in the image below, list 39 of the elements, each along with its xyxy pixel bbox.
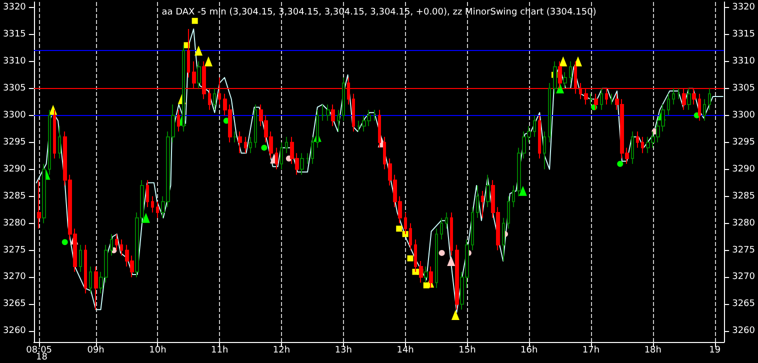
y2-tick-label: 3300 bbox=[732, 110, 756, 120]
y-tick-label: 3290 bbox=[3, 164, 26, 174]
y-tick-label: 3275 bbox=[3, 245, 26, 256]
y-tick-label: 3265 bbox=[3, 299, 26, 310]
text: aa DAX -5 min (3,304.15, 3,304.15, 3,304.15, 3,304.15, +0.00), zz MinorSwing chart (3304.150) bbox=[162, 8, 596, 18]
x-tick-label: 14h bbox=[396, 346, 414, 356]
y2-tick-label: 3315 bbox=[732, 29, 755, 40]
y2-tick-label: 3260 bbox=[732, 326, 756, 336]
x-tick-label: 10h bbox=[149, 346, 166, 356]
y2-tick-label: 3270 bbox=[732, 272, 756, 282]
x-tick-label: 11h bbox=[211, 346, 228, 356]
y-tick-label: 3320 bbox=[3, 2, 26, 12]
y-tick-label: 3285 bbox=[3, 191, 26, 202]
y-tick-label: 3300 bbox=[3, 110, 26, 120]
y-tick-label: 3260 bbox=[3, 326, 26, 336]
y2-tick-label: 3320 bbox=[732, 2, 756, 12]
x-tick-label: 13h bbox=[334, 346, 352, 356]
y2-tick-label: 3265 bbox=[732, 299, 755, 310]
x-tick-label: 12h bbox=[272, 346, 290, 356]
y-tick-label: 3315 bbox=[3, 29, 26, 40]
y-tick-label: 3305 bbox=[3, 83, 26, 94]
y-tick-label: 3295 bbox=[3, 137, 26, 148]
x-tick-label: 19 bbox=[709, 346, 721, 356]
text: 18 bbox=[36, 352, 48, 362]
y2-tick-label: 3295 bbox=[732, 137, 755, 148]
y2-tick-label: 3275 bbox=[732, 245, 755, 256]
x-tick-label: 17h bbox=[582, 346, 600, 356]
x-tick-label: 15h bbox=[458, 346, 476, 356]
y2-tick-label: 3280 bbox=[732, 218, 756, 228]
x-tick-label: 18h bbox=[644, 346, 662, 356]
y-tick-label: 3310 bbox=[3, 56, 26, 66]
y2-tick-label: 3305 bbox=[732, 83, 755, 94]
y2-tick-label: 3310 bbox=[732, 56, 756, 66]
y2-tick-label: 3290 bbox=[732, 164, 756, 174]
y-tick-label: 3270 bbox=[3, 272, 26, 282]
y-tick-label: 3280 bbox=[3, 218, 26, 228]
y2-tick-label: 3285 bbox=[732, 191, 755, 202]
x-tick-label: 16h bbox=[520, 346, 538, 356]
x-tick-label: 09h bbox=[87, 346, 104, 356]
